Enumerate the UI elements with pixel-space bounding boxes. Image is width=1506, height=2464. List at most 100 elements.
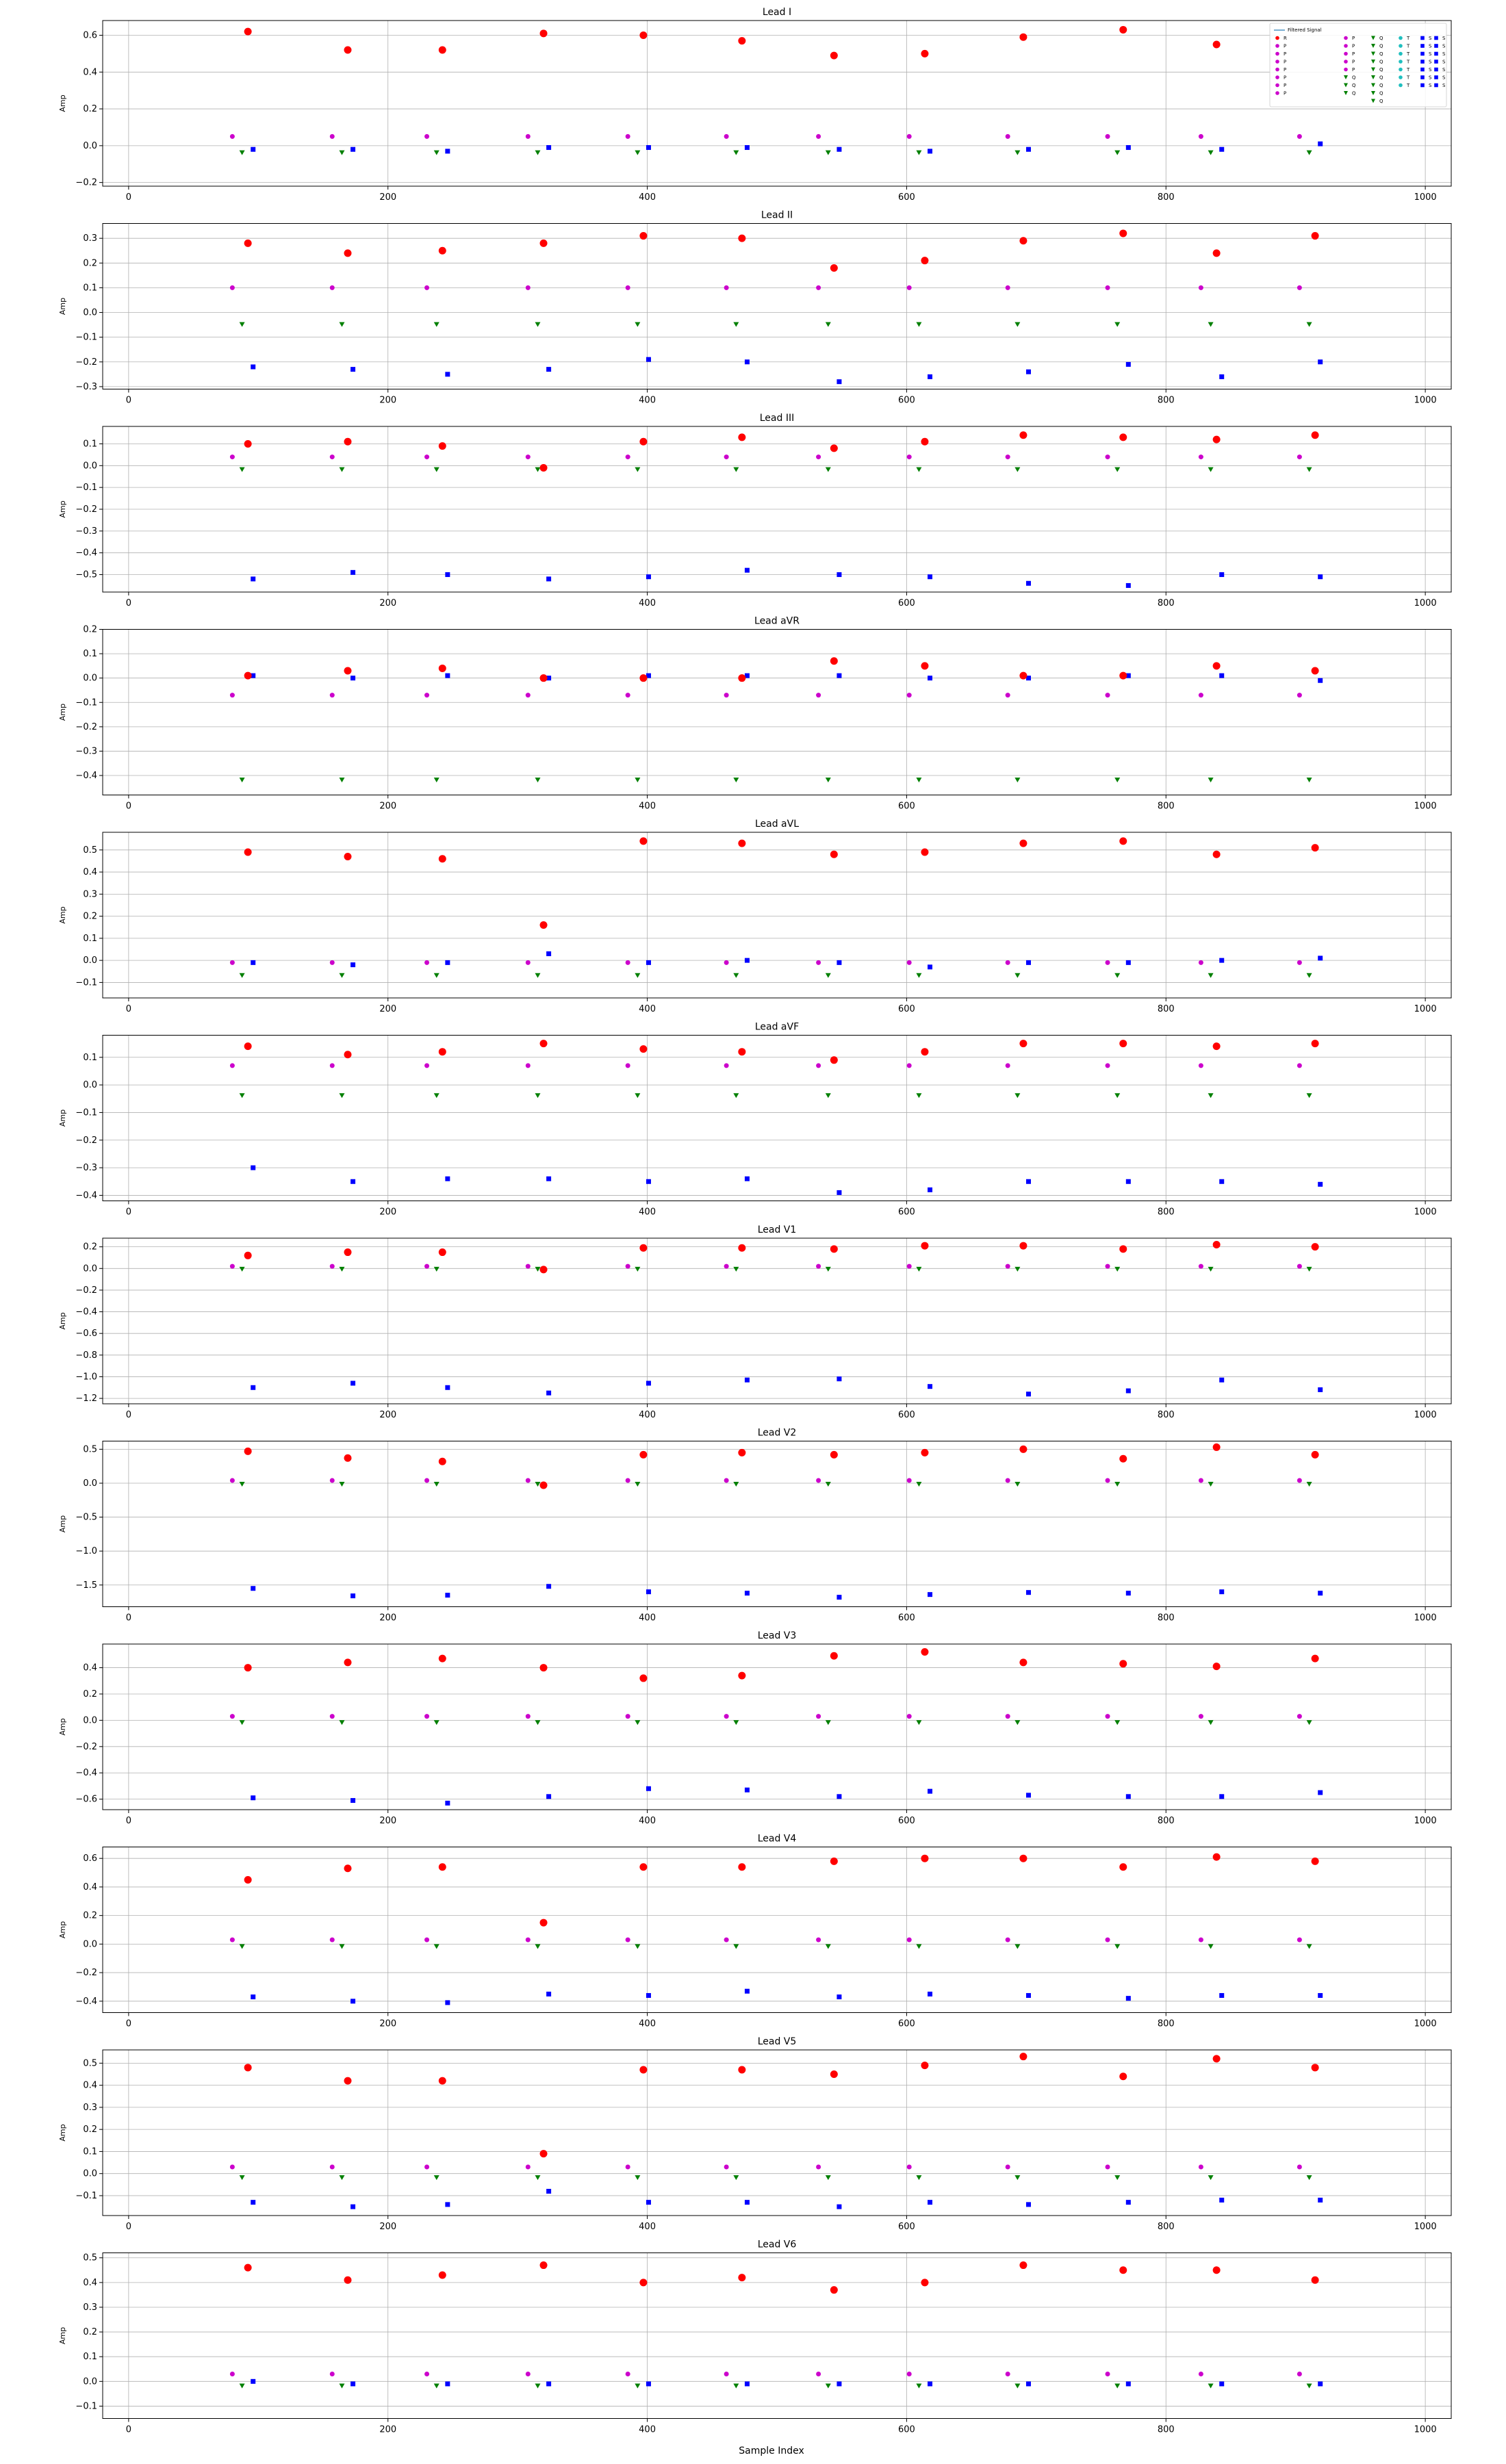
q-wave-marker [535,2175,541,2181]
s-wave-marker [646,1381,651,1386]
p-wave-marker [1198,1063,1203,1068]
r-peak-marker [1212,435,1221,444]
p-wave-marker [906,454,912,460]
q-wave-marker [1306,2383,1312,2389]
legend-label: S [1429,83,1432,88]
legend-marker [1371,60,1375,64]
s-wave-marker [837,1994,842,2000]
s-wave-marker [928,1788,933,1794]
legend-marker [1399,60,1403,64]
y-tick-label: −0.1 [75,697,97,708]
legend-label: T [1406,83,1410,88]
y-tick-label: 0.2 [83,104,97,114]
r-peak-marker [738,2066,746,2074]
p-wave-marker [906,1478,912,1483]
q-wave-marker [916,1944,922,1949]
r-peak-marker [830,2070,838,2078]
legend-marker [1420,67,1425,72]
legend-label: Q [1379,75,1383,81]
y-tick-label: −0.2 [75,1285,97,1296]
legend-label: T [1406,60,1410,65]
r-peak-marker [1311,667,1319,675]
p-wave-marker [906,960,912,965]
r-peak-marker [639,437,648,446]
lead-panel-0: Lead I 0 200 400 600 800 1000 −0.2 0.0 0.2 0.4 0.6 A… [58,7,1452,203]
y-tick-label: −0.1 [75,483,97,493]
s-wave-marker [646,145,651,151]
p-wave-marker [229,1478,235,1483]
x-tick-label: 800 [1158,192,1175,203]
r-peak-marker [830,444,838,452]
s-wave-marker [546,367,552,372]
s-wave-marker [251,960,256,965]
q-wave-marker [635,778,641,783]
legend-marker [1275,60,1279,64]
r-peak-marker [1311,1654,1319,1663]
x-tick-label: 600 [898,2019,915,2029]
x-tick-label: 1000 [1414,598,1437,608]
r-peak-marker [539,674,548,682]
y-tick-label: 0.3 [83,233,97,244]
q-wave-marker [733,1944,739,1949]
r-peak-marker [1212,40,1221,49]
q-wave-marker [433,467,439,472]
legend-label: P [1284,51,1286,57]
s-wave-marker [350,146,356,152]
p-wave-marker [906,693,912,698]
q-wave-marker [916,2383,922,2389]
y-tick-label: 0.4 [83,2081,97,2091]
p-wave-marker [1005,1714,1010,1719]
x-tick-label: 800 [1158,598,1175,608]
y-tick-label: 0.1 [83,2352,97,2362]
r-peak-marker [921,49,929,57]
q-wave-marker [239,973,245,978]
y-tick-label: 0.6 [83,31,97,41]
lead-title: Lead V2 [758,1428,797,1439]
r-peak-marker [1311,2276,1319,2284]
s-wave-marker [646,1992,651,1998]
axes-frame [102,1643,1452,1810]
r-peak-marker [1019,2053,1028,2061]
q-wave-marker [635,1944,641,1949]
legend-marker [1434,75,1438,79]
q-wave-marker [825,1266,831,1272]
r-peak-marker [738,1863,746,1871]
p-wave-marker [1297,454,1302,460]
p-wave-marker [424,285,430,290]
q-wave-marker [1114,1266,1121,1272]
p-wave-marker [625,285,630,290]
r-peak-marker [1019,839,1028,847]
legend-marker [1399,36,1403,40]
p-wave-marker [424,2371,430,2376]
x-tick-label: 600 [898,598,915,608]
axes-frame [102,1847,1452,2013]
q-wave-marker [1208,778,1214,783]
p-wave-marker [816,1263,821,1269]
r-peak-marker [830,2286,838,2294]
y-tick-label: −1.2 [75,1394,97,1404]
q-wave-marker [535,467,541,472]
q-wave-marker [733,1266,739,1272]
p-wave-marker [1005,1478,1010,1483]
y-tick-label: 0.2 [83,2125,97,2135]
q-wave-marker [825,2383,831,2389]
q-wave-marker [635,1481,641,1487]
s-wave-marker [928,2381,933,2387]
s-wave-marker [546,1991,552,1997]
x-tick-label: 200 [379,1410,396,1420]
p-wave-marker [229,1714,235,1719]
lead-panel-1: Lead II 0 200 400 600 800 1000 −0.3 −0.2 −0.1 0.0 0… [58,210,1452,406]
s-wave-marker [546,676,552,681]
s-wave-marker [837,2204,842,2209]
s-wave-marker [744,958,750,963]
x-tick-label: 800 [1158,1207,1175,1218]
q-wave-marker [733,322,739,327]
r-peak-marker [738,1244,746,1252]
p-wave-marker [329,1263,335,1269]
y-tick-label: −0.4 [75,1190,97,1201]
y-tick-label: 0.1 [83,2146,97,2157]
p-wave-marker [816,2164,821,2170]
p-wave-marker [1105,693,1110,698]
p-wave-marker [525,454,531,460]
r-peak-marker [1119,1454,1127,1463]
